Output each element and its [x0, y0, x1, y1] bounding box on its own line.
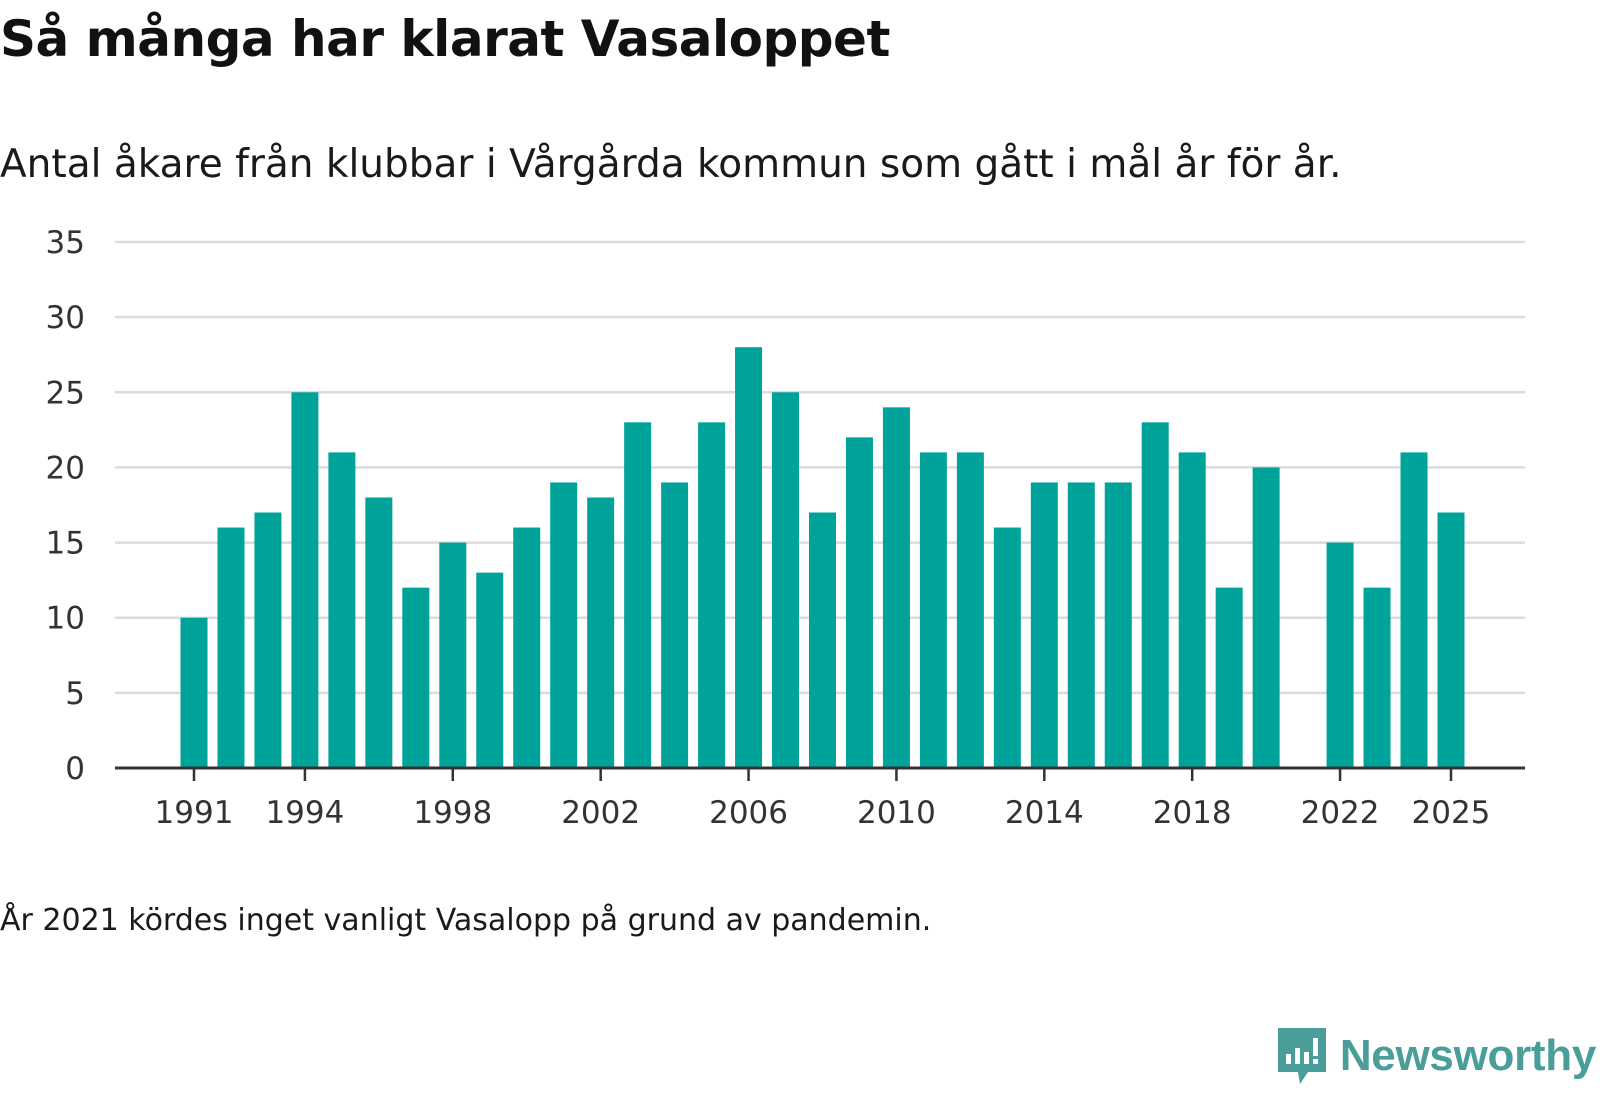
y-tick-label-25: 25: [46, 375, 85, 411]
bar-2002: [587, 497, 615, 768]
bar-2003: [624, 422, 652, 768]
bar-2025: [1437, 512, 1465, 768]
x-tick-label-1991: 1991: [155, 795, 234, 831]
bar-2000: [513, 527, 541, 768]
x-tick-label-1998: 1998: [413, 795, 492, 831]
y-tick-label-15: 15: [46, 526, 85, 562]
y-axis-ticks: 0 5 10 15 20 25 30 35: [46, 225, 85, 787]
newsworthy-logo-icon: [1277, 1028, 1326, 1084]
bars: [180, 347, 1465, 768]
bar-2011: [919, 452, 947, 768]
x-tick-label-2006: 2006: [709, 795, 788, 831]
bar-2008: [808, 512, 836, 768]
bar-1994: [291, 392, 319, 768]
x-tick-label-2025: 2025: [1412, 795, 1491, 831]
footnote: År 2021 kördes inget vanligt Vasalopp på…: [0, 903, 932, 938]
bar-2019: [1215, 587, 1243, 768]
chart-title: Så många har klarat Vasaloppet: [0, 10, 890, 68]
bar-1997: [402, 587, 430, 768]
bar-2001: [550, 482, 578, 768]
x-tick-label-2022: 2022: [1301, 795, 1380, 831]
bar-2016: [1104, 482, 1132, 768]
y-tick-label-5: 5: [65, 676, 85, 712]
y-tick-label-35: 35: [46, 225, 85, 261]
y-tick-label-30: 30: [46, 300, 85, 336]
bar-2009: [845, 437, 873, 768]
bar-2023: [1363, 587, 1391, 768]
y-tick-label-10: 10: [46, 601, 85, 637]
bar-2005: [698, 422, 726, 768]
x-tick-label-1994: 1994: [265, 795, 344, 831]
bar-2013: [993, 527, 1021, 768]
bar-2007: [772, 392, 800, 768]
chart-subtitle: Antal åkare från klubbar i Vårgårda komm…: [0, 142, 1342, 187]
y-tick-label-0: 0: [65, 751, 85, 787]
bar-2006: [735, 347, 763, 768]
newsworthy-brand[interactable]: Newsworthy: [1276, 1026, 1596, 1086]
x-tick-label-2002: 2002: [561, 795, 640, 831]
bar-2015: [1067, 482, 1095, 768]
x-tick-label-2018: 2018: [1153, 795, 1232, 831]
bar-2004: [661, 482, 689, 768]
bar-1991: [180, 617, 208, 768]
bar-2024: [1400, 452, 1428, 768]
brand-name: Newsworthy: [1339, 1031, 1596, 1080]
x-tick-label-2010: 2010: [857, 795, 936, 831]
bar-1999: [476, 572, 504, 768]
bar-2022: [1326, 542, 1354, 768]
bar-2014: [1030, 482, 1058, 768]
x-tick-label-2014: 2014: [1005, 795, 1084, 831]
bar-1998: [439, 542, 467, 768]
bar-2020: [1252, 467, 1280, 768]
bar-2017: [1141, 422, 1169, 768]
bar-1993: [254, 512, 282, 768]
bar-1992: [217, 527, 245, 768]
bar-2018: [1178, 452, 1206, 768]
bar-1996: [365, 497, 393, 768]
bar-1995: [328, 452, 356, 768]
bar-2012: [956, 452, 984, 768]
bar-2010: [882, 407, 910, 768]
y-tick-label-20: 20: [46, 450, 85, 486]
x-axis: 1991 1994 1998 2002 2006 2010 2014 2018 2022 2025: [115, 766, 1525, 831]
